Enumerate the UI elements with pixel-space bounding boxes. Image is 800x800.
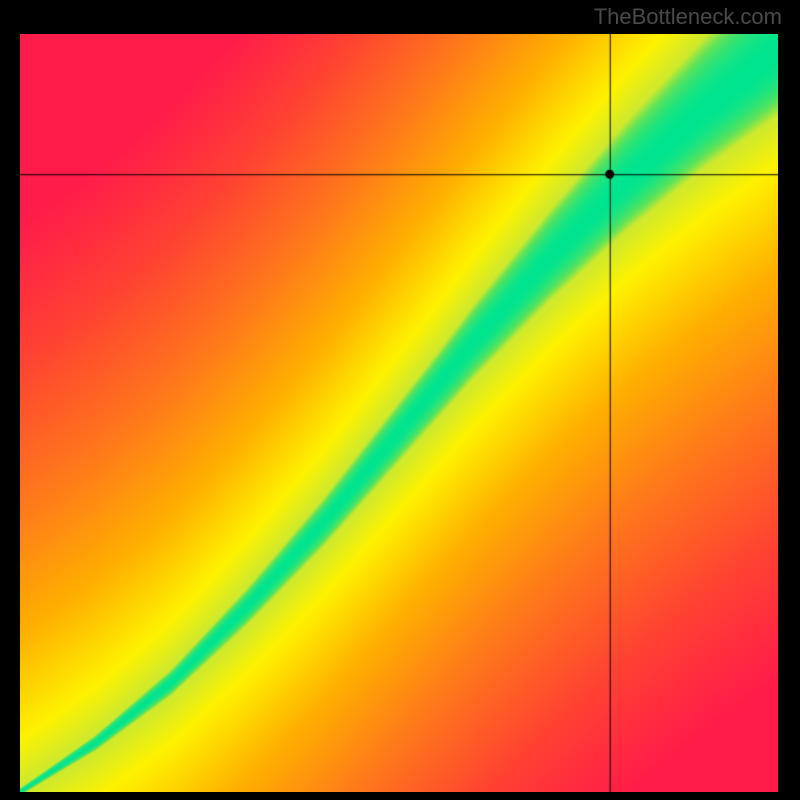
bottleneck-heatmap	[20, 34, 778, 792]
watermark-text: TheBottleneck.com	[594, 4, 782, 30]
crosshair-overlay	[20, 34, 778, 792]
